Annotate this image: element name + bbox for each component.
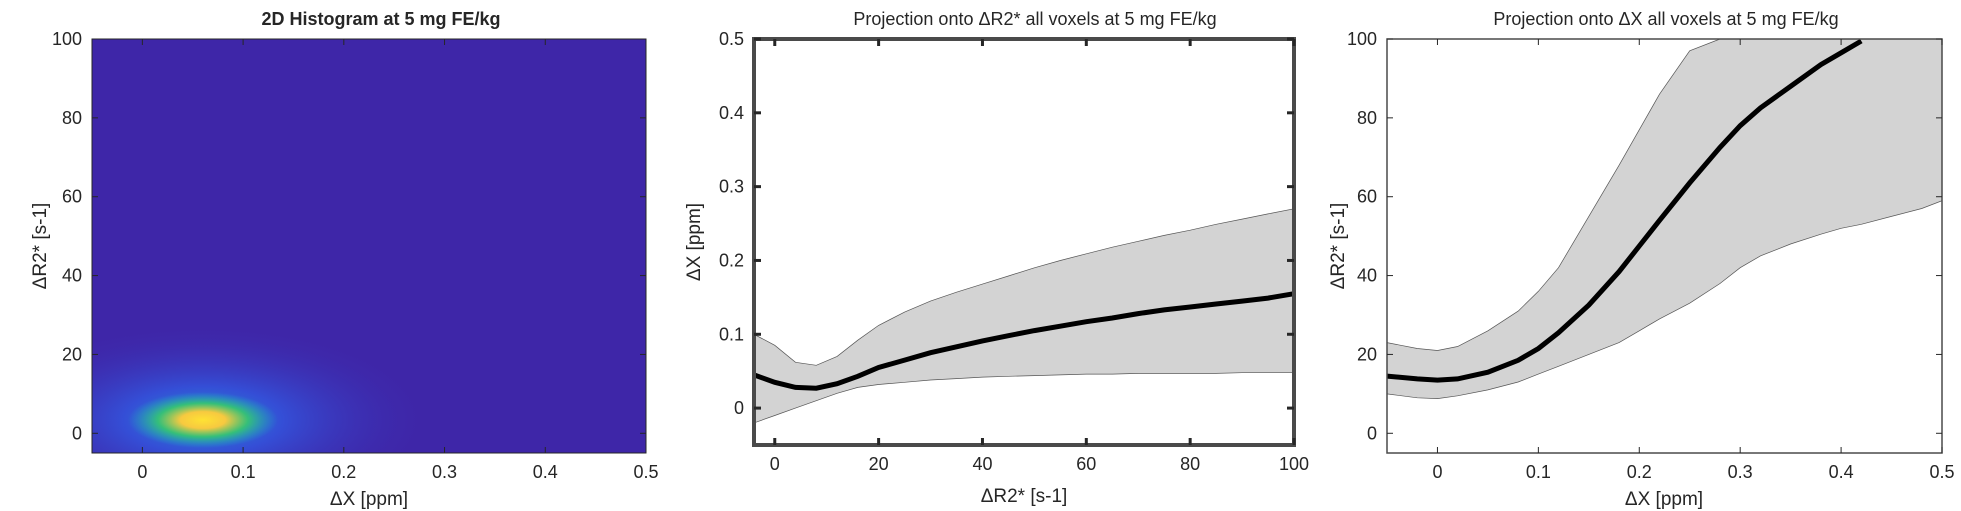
plot-frame (91, 38, 647, 454)
x-tick-label: 0 (137, 462, 147, 482)
x-tick-label: 0 (770, 454, 780, 474)
plot-frame (752, 37, 1296, 447)
y-tick-label: 40 (1357, 266, 1377, 286)
x-tick-label: 0.5 (633, 462, 658, 482)
y-tick-label: 80 (62, 108, 82, 128)
x-axis-ticks: 0 20 40 60 80 100 (770, 39, 1309, 474)
y-tick-label: 0 (734, 398, 744, 418)
y-tick-label: 20 (62, 344, 82, 364)
x-axis-label: ΔX [ppm] (1625, 489, 1703, 510)
x-tick-label: 100 (1279, 454, 1309, 474)
x-tick-label: 0.2 (331, 462, 356, 482)
y-axis-label: ΔR2* [s-1] (1328, 203, 1349, 290)
y-tick-label: 0.2 (719, 250, 744, 270)
std-band (753, 208, 1295, 424)
y-axis-ticks: 0 20 40 60 80 100 (52, 29, 646, 443)
x-tick-label: 80 (1180, 454, 1200, 474)
heatmap-glow (92, 39, 646, 453)
x-tick-label: 0 (1432, 462, 1442, 482)
y-tick-label: 100 (52, 29, 82, 49)
x-tick-label: 0.4 (1829, 462, 1854, 482)
plot-frame (1386, 38, 1943, 454)
y-tick-label: 60 (62, 187, 82, 207)
std-band (1386, 38, 1943, 399)
y-tick-label: 100 (1347, 29, 1377, 49)
y-tick-label: 0 (72, 423, 82, 443)
y-tick-label: 0.4 (719, 103, 744, 123)
x-axis-ticks: 0 0.1 0.2 0.3 0.4 0.5 (1432, 39, 1955, 482)
x-tick-label: 0.1 (1526, 462, 1551, 482)
x-tick-label: 0.5 (1929, 462, 1954, 482)
x-tick-label: 0.1 (231, 462, 256, 482)
x-tick-label: 40 (972, 454, 992, 474)
x-axis-label: ΔX [ppm] (330, 489, 408, 510)
heatmap-core (128, 392, 278, 448)
x-tick-label: 0.4 (533, 462, 558, 482)
mean-line (1386, 38, 1863, 383)
x-tick-label: 20 (869, 454, 889, 474)
y-tick-label: 0 (1367, 423, 1377, 443)
mean-line (753, 291, 1295, 391)
x-axis-label: ΔR2* [s-1] (981, 486, 1068, 507)
panel-projection-x: Projection onto ΔX all voxels at 5 mg FE… (1328, 9, 1955, 510)
y-tick-label: 0.5 (719, 29, 744, 49)
y-axis-ticks: 0 0.1 0.2 0.3 0.4 0.5 (719, 29, 1294, 418)
x-tick-label: 0.3 (1728, 462, 1753, 482)
chart-title: Projection onto ΔX all voxels at 5 mg FE… (1493, 9, 1838, 29)
panel-projection-r2: Projection onto ΔR2* all voxels at 5 mg … (684, 9, 1309, 507)
chart-title: 2D Histogram at 5 mg FE/kg (261, 9, 500, 29)
x-axis-ticks: 0 0.1 0.2 0.3 0.4 0.5 (137, 39, 659, 482)
chart-title: Projection onto ΔR2* all voxels at 5 mg … (853, 9, 1216, 29)
heatmap-area (92, 39, 646, 453)
x-tick-label: 0.2 (1627, 462, 1652, 482)
y-tick-label: 80 (1357, 108, 1377, 128)
x-tick-label: 0.3 (432, 462, 457, 482)
x-tick-label: 60 (1076, 454, 1096, 474)
y-tick-label: 40 (62, 266, 82, 286)
y-tick-label: 0.3 (719, 177, 744, 197)
y-axis-ticks: 0 20 40 60 80 100 (1347, 29, 1942, 443)
y-tick-label: 0.1 (719, 324, 744, 344)
y-axis-label: ΔX [ppm] (684, 203, 705, 281)
y-axis-label: ΔR2* [s-1] (30, 203, 51, 290)
panel-histogram: 2D Histogram at 5 mg FE/kg 0 0.1 0.2 0.3 0.4… (30, 9, 659, 510)
y-tick-label: 20 (1357, 344, 1377, 364)
y-tick-label: 60 (1357, 187, 1377, 207)
